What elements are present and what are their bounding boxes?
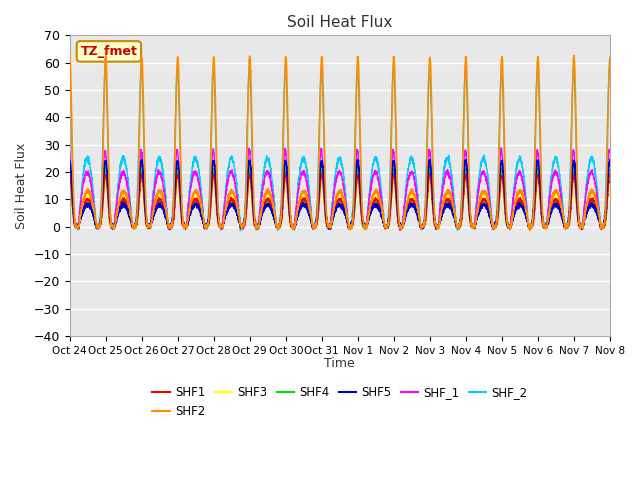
SHF2	[431, 214, 438, 220]
SHF_1	[606, 149, 614, 155]
SHF3	[606, 178, 614, 184]
SHF_2	[237, 228, 244, 234]
SHF2	[526, 228, 534, 233]
SHF_2	[492, 223, 499, 228]
SHF_2	[605, 70, 613, 76]
SHF3	[66, 175, 74, 181]
SHF5	[605, 160, 613, 166]
SHF2	[319, 99, 327, 105]
SHF5	[166, 227, 173, 232]
SHF4	[605, 168, 613, 174]
SHF4	[461, 172, 468, 178]
SHF_2	[163, 207, 171, 213]
Y-axis label: Soil Heat Flux: Soil Heat Flux	[15, 143, 28, 229]
SHF_1	[461, 150, 468, 156]
SHF3	[461, 181, 468, 187]
SHF5	[163, 217, 171, 223]
SHF1	[492, 224, 499, 229]
SHF_1	[163, 210, 171, 216]
SHF5	[492, 221, 499, 227]
SHF1	[347, 226, 355, 232]
SHF_2	[431, 216, 439, 222]
SHF3	[431, 224, 439, 230]
SHF_1	[396, 228, 404, 233]
Legend: SHF1, SHF2, SHF3, SHF4, SHF5, SHF_1, SHF_2: SHF1, SHF2, SHF3, SHF4, SHF5, SHF_1, SHF…	[148, 381, 532, 422]
SHF_2	[461, 72, 468, 78]
SHF3	[165, 227, 173, 232]
SHF4	[319, 182, 327, 188]
Line: SHF4: SHF4	[70, 168, 610, 229]
SHF1	[605, 172, 613, 178]
SHF4	[492, 225, 499, 231]
SHF2	[606, 54, 614, 60]
SHF_1	[605, 149, 613, 155]
SHF5	[431, 218, 439, 224]
SHF3	[605, 178, 613, 183]
Line: SHF3: SHF3	[70, 178, 610, 229]
SHF_2	[606, 69, 614, 75]
Line: SHF5: SHF5	[70, 159, 610, 229]
SHF4	[345, 226, 353, 232]
SHF4	[431, 223, 439, 228]
SHF3	[492, 225, 499, 230]
SHF4	[66, 166, 74, 171]
SHF5	[320, 175, 328, 180]
SHF1	[606, 172, 614, 178]
Line: SHF_2: SHF_2	[70, 69, 610, 231]
SHF5	[66, 161, 74, 167]
SHF1	[163, 216, 171, 221]
SHF3	[320, 192, 328, 198]
SHF4	[163, 217, 171, 223]
SHF4	[606, 167, 614, 173]
SHF2	[605, 60, 613, 66]
SHF_1	[319, 176, 327, 182]
Text: TZ_fmet: TZ_fmet	[81, 45, 138, 58]
SHF5	[426, 156, 434, 162]
SHF1	[461, 176, 468, 181]
SHF3	[66, 178, 74, 184]
SHF4	[570, 165, 578, 170]
SHF5	[461, 159, 468, 165]
Line: SHF2: SHF2	[70, 55, 610, 230]
SHF_2	[66, 69, 74, 74]
SHF_1	[431, 220, 439, 226]
SHF1	[282, 170, 290, 176]
X-axis label: Time: Time	[324, 357, 355, 370]
SHF_1	[66, 150, 74, 156]
SHF1	[431, 223, 439, 228]
SHF_2	[320, 125, 328, 131]
Title: Soil Heat Flux: Soil Heat Flux	[287, 15, 392, 30]
SHF5	[606, 157, 614, 163]
SHF_1	[492, 220, 499, 226]
SHF2	[163, 212, 171, 217]
SHF1	[66, 173, 74, 179]
Line: SHF_1: SHF_1	[70, 148, 610, 230]
SHF2	[492, 222, 499, 228]
SHF2	[66, 52, 74, 58]
SHF_2	[498, 66, 506, 72]
Line: SHF1: SHF1	[70, 173, 610, 229]
SHF3	[163, 213, 171, 218]
SHF2	[461, 76, 468, 82]
SHF1	[320, 189, 328, 194]
SHF_1	[497, 145, 505, 151]
